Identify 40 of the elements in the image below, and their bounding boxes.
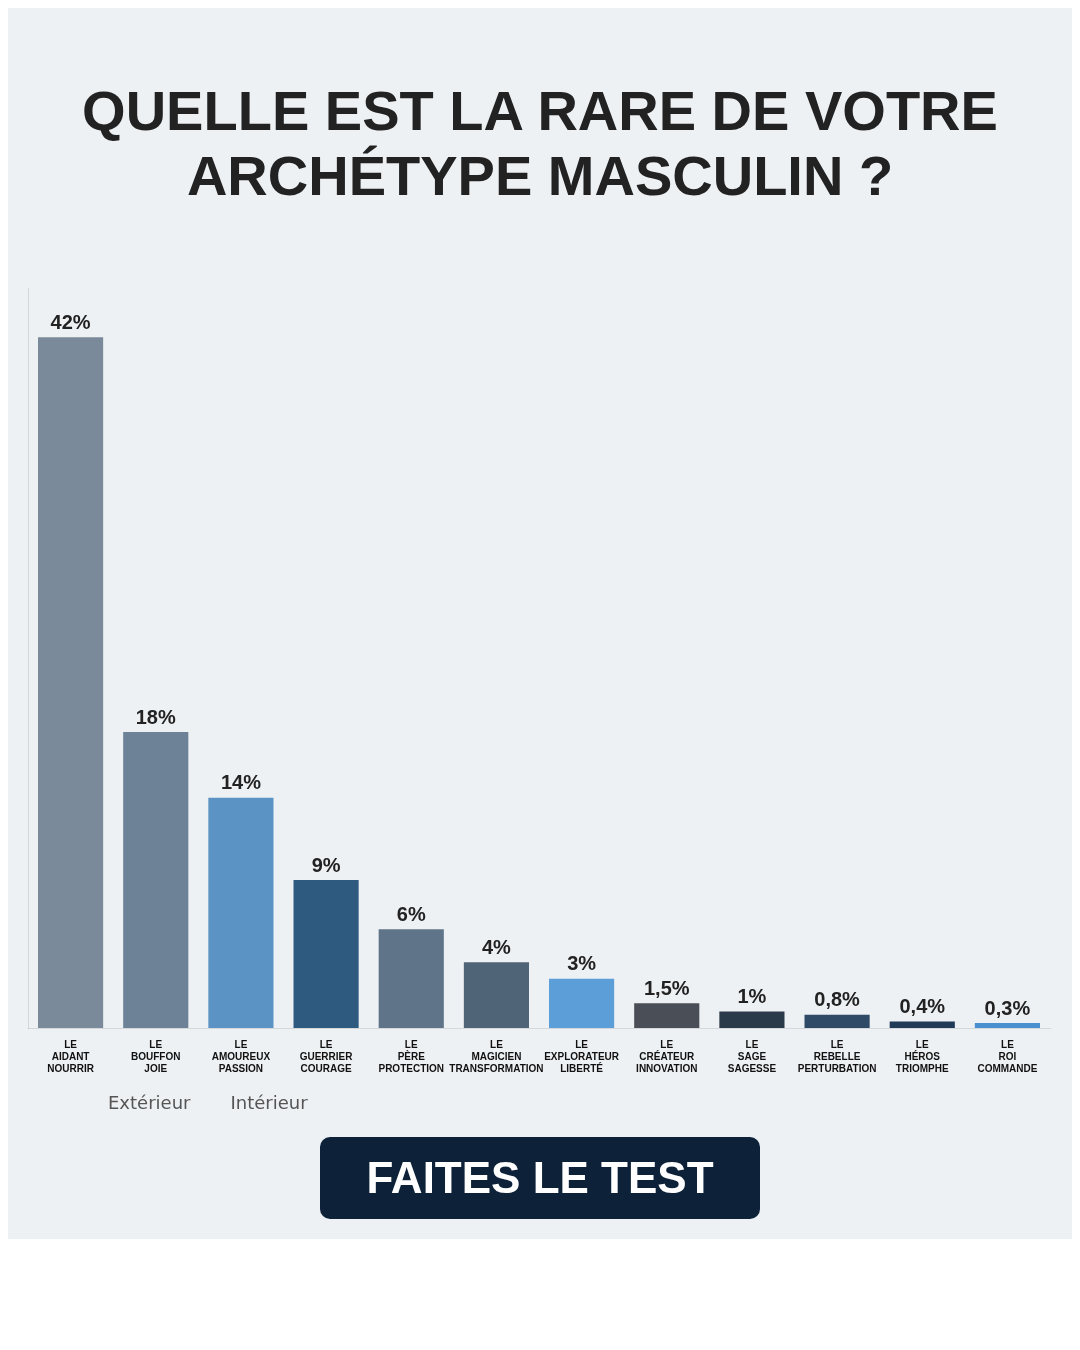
text: FAITES LE TEST (320, 1137, 760, 1219)
bar (208, 797, 274, 1028)
bar (378, 929, 444, 1028)
data-label: 42% (50, 310, 91, 333)
data-label: 1% (737, 985, 767, 1008)
x-tick-label: LE PÈRE PROTECTION (378, 1038, 445, 1074)
data-label: 6% (396, 902, 426, 925)
data-label: 3% (567, 952, 597, 975)
bar (889, 1021, 955, 1028)
data-label: 4% (481, 935, 512, 958)
x-tick-label: LE GUERRIER COURAGE (299, 1038, 354, 1074)
x-tick-label: LE SAGE SAGESSE (727, 1038, 777, 1074)
bar (293, 880, 359, 1028)
text: Extérieur (108, 1092, 191, 1113)
bar (123, 732, 189, 1028)
data-label: 1,5% (643, 976, 690, 999)
bar (719, 1011, 785, 1028)
x-tick-label: LE AMOUREUX PASSION (211, 1038, 271, 1074)
x-tick-label: LE REBELLE PERTURBATION (797, 1038, 877, 1074)
data-label: 0,4% (899, 994, 946, 1017)
x-tick-label: LE EXPLORATEUR LIBERTÉ (544, 1038, 620, 1074)
x-tick-label: LE HÉROS TRIOMPHE (895, 1038, 949, 1074)
x-tick-label: LE CRÉATEUR INNOVATION (636, 1038, 698, 1074)
bar (549, 978, 615, 1028)
x-tick-label: LE ROI COMMANDE (977, 1038, 1038, 1074)
data-label: 18% (135, 705, 176, 728)
text: Intérieur (230, 1092, 308, 1113)
x-tick-label: LE MAGICIEN TRANSFORMATION (449, 1038, 544, 1074)
x-tick-label: LE BOUFFON JOIE (131, 1038, 181, 1074)
bar (463, 962, 529, 1028)
data-label: 0,3% (984, 996, 1031, 1019)
bar (38, 337, 104, 1028)
data-label: 9% (311, 853, 341, 876)
data-label: 0,8% (814, 988, 861, 1011)
x-tick-label: LE AIDANT NOURRIR (47, 1038, 95, 1074)
bar (804, 1014, 870, 1028)
bar (974, 1023, 1040, 1028)
data-label: 14% (220, 771, 262, 794)
chart-title: QUELLE EST LA RARE DE VOTRE ARCHÉTYPE MASCULIN ? (81, 78, 999, 209)
bar (634, 1003, 700, 1028)
